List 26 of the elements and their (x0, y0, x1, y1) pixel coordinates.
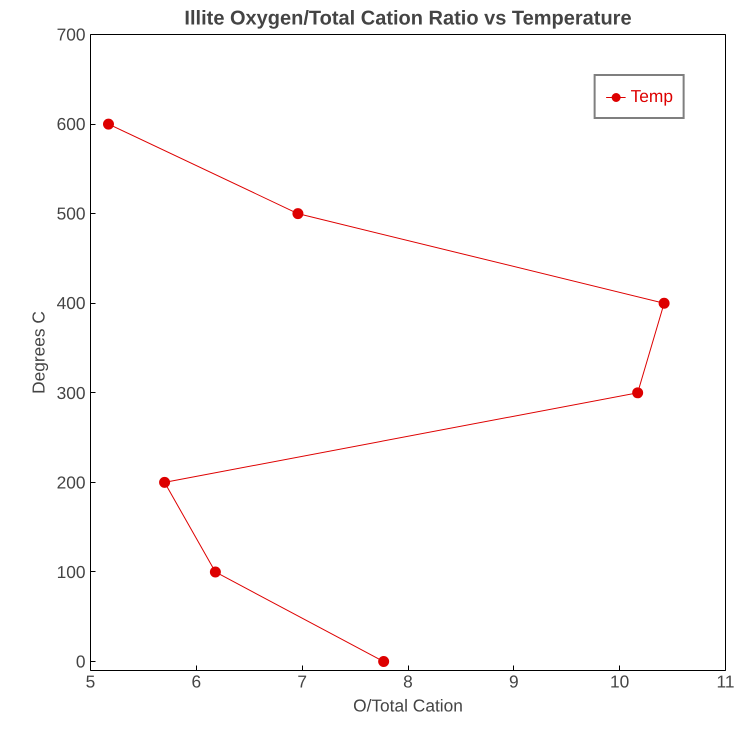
y-tick-label: 500 (56, 204, 86, 224)
point (632, 387, 644, 398)
x-tick-label: 7 (297, 672, 307, 692)
x-axis-title: O/Total Cation (353, 696, 463, 716)
y-tick-label: 600 (56, 114, 86, 134)
point (210, 566, 221, 578)
x-tick-label: 10 (610, 672, 630, 692)
x-tick-label: 6 (192, 672, 202, 692)
y-tick-label: 0 (76, 652, 86, 672)
y-tick-label: 300 (56, 382, 86, 403)
point (159, 476, 170, 488)
y-tick-label: 200 (56, 472, 86, 492)
y-axis-title: Degrees C (28, 311, 49, 394)
y-tick-label: 400 (56, 293, 86, 314)
point (102, 118, 114, 130)
point (292, 208, 304, 220)
chart-title: Illite Oxygen/Total Cation Ratio vs Temperature (184, 8, 632, 30)
y-tick-label: 700 (56, 24, 86, 44)
y-tick-label: 100 (56, 562, 86, 582)
point (658, 298, 670, 309)
x-tick-label: 5 (86, 672, 96, 692)
x-tick-label: 8 (403, 672, 413, 692)
x-tick-label: 11 (716, 672, 735, 692)
x-tick-label: 9 (509, 672, 519, 692)
legend-label: Temp (630, 86, 673, 107)
point (378, 656, 390, 668)
